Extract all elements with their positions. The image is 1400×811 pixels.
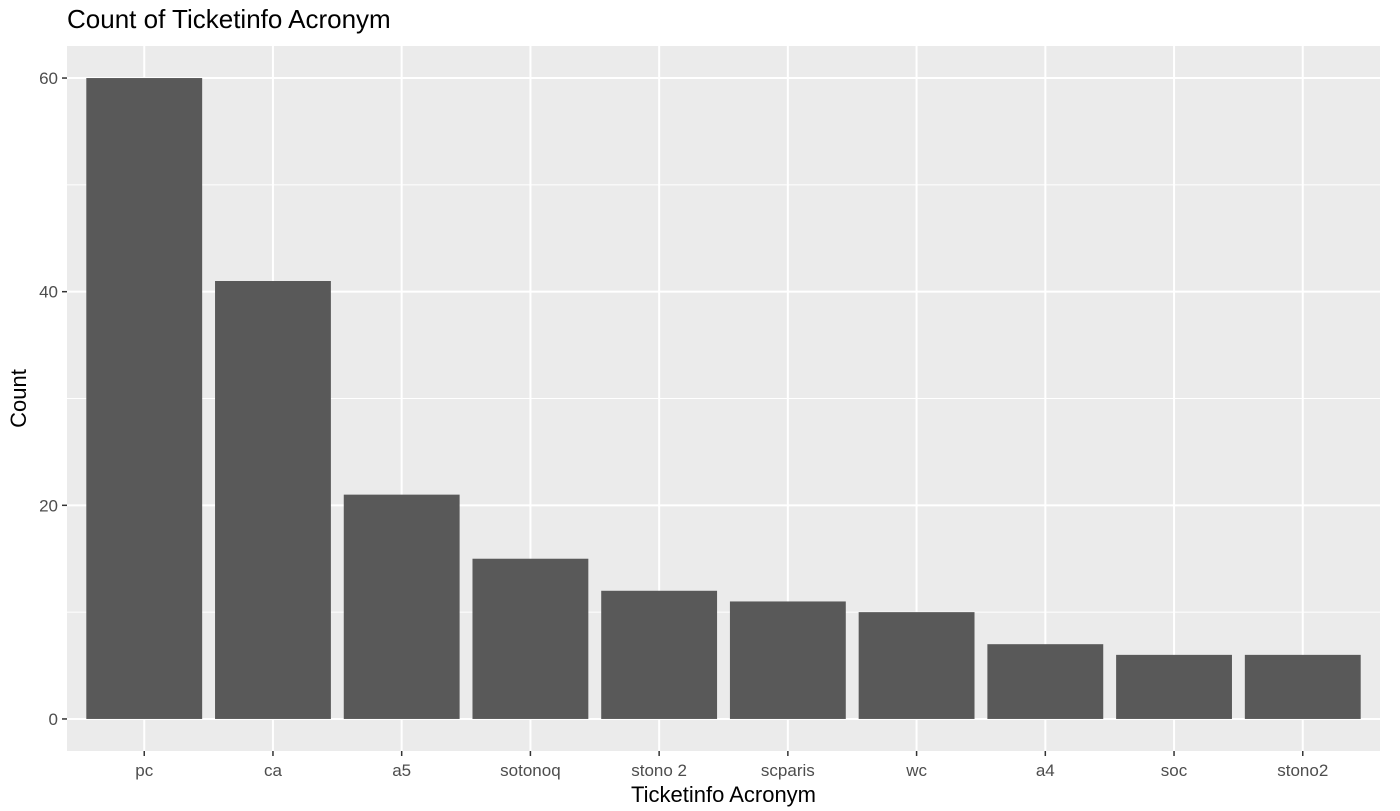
bar-stono-2	[601, 590, 718, 719]
bar-a5	[343, 494, 460, 719]
bar-stono2	[1244, 654, 1361, 719]
y-tick-label: 0	[49, 710, 58, 729]
x-axis-ticks: pc ca a5 sotonoq stono 2 scparis wc a4 soc stono2	[135, 751, 1328, 780]
bars	[86, 78, 1361, 719]
bar-ca	[215, 281, 331, 719]
y-axis-label: Count	[6, 369, 31, 428]
x-axis-label: Ticketinfo Acronym	[631, 782, 816, 807]
bar-wc	[858, 612, 975, 719]
x-tick-label: ca	[264, 761, 283, 780]
bar-soc	[1116, 654, 1232, 719]
y-tick-label: 60	[39, 69, 58, 88]
x-tick-label: sotonoq	[500, 761, 561, 780]
y-tick-label: 40	[39, 283, 58, 302]
x-tick-label: pc	[135, 761, 153, 780]
x-tick-label: a5	[392, 761, 411, 780]
bar-pc	[86, 78, 203, 719]
y-tick-label: 20	[39, 496, 58, 515]
bar-sotonoq	[472, 558, 589, 719]
bar-a4	[987, 644, 1104, 719]
x-tick-label: wc	[905, 761, 927, 780]
chart-title: Count of Ticketinfo Acronym	[67, 4, 391, 34]
y-axis-ticks: 0 20 40 60	[39, 69, 67, 729]
x-tick-label: soc	[1161, 761, 1188, 780]
x-tick-label: scparis	[761, 761, 815, 780]
x-tick-label: stono 2	[631, 761, 687, 780]
x-tick-label: stono2	[1277, 761, 1328, 780]
bar-scparis	[729, 601, 846, 719]
x-tick-label: a4	[1036, 761, 1055, 780]
